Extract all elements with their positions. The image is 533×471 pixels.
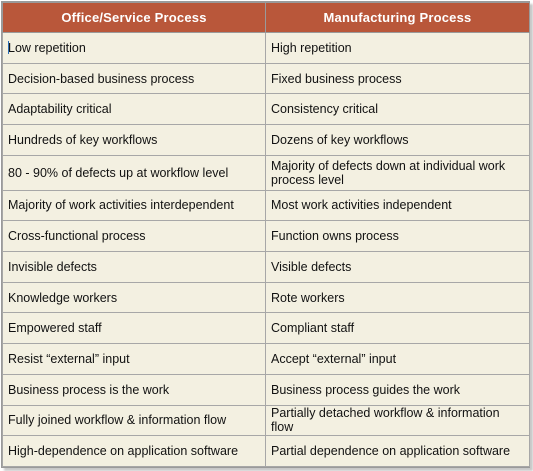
header-manufacturing-process: Manufacturing Process (265, 2, 530, 33)
manufacturing-cell[interactable]: Fixed business process (265, 62, 530, 95)
manufacturing-cell[interactable]: Most work activities independent (265, 189, 530, 222)
table-row: Knowledge workers Rote workers (2, 281, 530, 314)
office-cell[interactable]: Business process is the work (2, 373, 266, 406)
office-cell[interactable]: Hundreds of key workflows (2, 124, 266, 156)
table-row: Low repetition High repetition (2, 32, 530, 64)
office-cell[interactable]: Cross-functional process (2, 220, 266, 253)
table-row: High-dependence on application software … (2, 435, 530, 467)
text-cursor (8, 40, 9, 54)
table-row: Adaptability critical Consistency critic… (2, 93, 530, 126)
manufacturing-cell[interactable]: Business process guides the work (265, 373, 530, 406)
manufacturing-cell[interactable]: Rote workers (265, 281, 530, 314)
table-header-row: Office/Service Process Manufacturing Pro… (2, 2, 530, 33)
table-row: Business process is the work Business pr… (2, 373, 530, 406)
manufacturing-cell[interactable]: Accept “external” input (265, 343, 530, 375)
manufacturing-cell[interactable]: High repetition (265, 32, 530, 64)
office-cell[interactable]: Fully joined workflow & information flow (2, 404, 266, 437)
office-cell[interactable]: Adaptability critical (2, 93, 266, 126)
table-row: Resist “external” input Accept “external… (2, 343, 530, 375)
office-cell[interactable]: Invisible defects (2, 251, 266, 283)
office-cell[interactable]: Resist “external” input (2, 343, 266, 375)
header-office-service-process: Office/Service Process (2, 2, 266, 33)
manufacturing-cell[interactable]: Compliant staff (265, 312, 530, 345)
manufacturing-cell[interactable]: Partially detached workflow & informatio… (265, 404, 530, 437)
manufacturing-cell[interactable]: Dozens of key workflows (265, 124, 530, 156)
table-row: Invisible defects Visible defects (2, 251, 530, 283)
office-cell[interactable]: Empowered staff (2, 312, 266, 345)
comparison-table: Office/Service Process Manufacturing Pro… (2, 2, 530, 467)
table-row: Cross-functional process Function owns p… (2, 220, 530, 253)
office-cell[interactable]: High-dependence on application software (2, 435, 266, 467)
office-cell[interactable]: Decision-based business process (2, 62, 266, 95)
table-row: Fully joined workflow & information flow… (2, 404, 530, 437)
office-cell[interactable]: Majority of work activities interdepende… (2, 189, 266, 222)
table-row: Hundreds of key workflows Dozens of key … (2, 124, 530, 156)
manufacturing-cell[interactable]: Partial dependence on application softwa… (265, 435, 530, 467)
office-cell[interactable]: 80 - 90% of defects up at workflow level (2, 154, 266, 191)
manufacturing-cell[interactable]: Majority of defects down at individual w… (265, 154, 530, 191)
table-row: 80 - 90% of defects up at workflow level… (2, 154, 530, 191)
office-cell[interactable]: Knowledge workers (2, 281, 266, 314)
manufacturing-cell[interactable]: Visible defects (265, 251, 530, 283)
office-cell-text: Low repetition (8, 40, 86, 55)
table-row: Empowered staff Compliant staff (2, 312, 530, 345)
table-row: Decision-based business process Fixed bu… (2, 62, 530, 95)
office-cell[interactable]: Low repetition (2, 32, 266, 64)
manufacturing-cell[interactable]: Function owns process (265, 220, 530, 253)
manufacturing-cell[interactable]: Consistency critical (265, 93, 530, 126)
table-row: Majority of work activities interdepende… (2, 189, 530, 222)
